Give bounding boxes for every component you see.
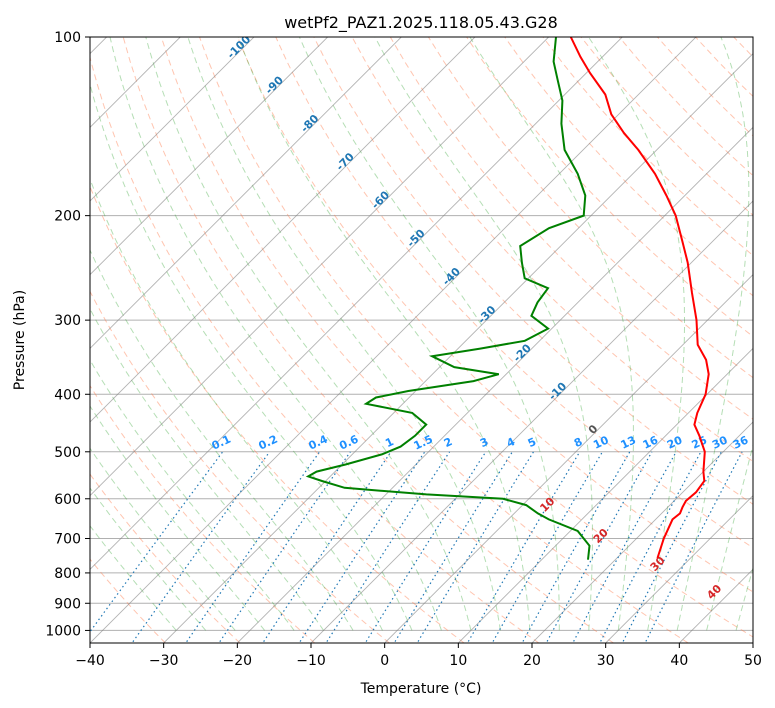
moist-adiabat-line [588, 37, 685, 631]
mixing-ratio-line [644, 451, 743, 643]
mixing-ratio-label: 30 [710, 433, 730, 451]
moist-adiabat-line [298, 37, 560, 631]
moist-adiabat-line [676, 37, 750, 631]
dry-adiabat-line [237, 37, 753, 593]
mixing-ratio-line [262, 451, 392, 643]
dry-adiabat-line [90, 384, 316, 643]
x-tick-label: 10 [449, 653, 467, 669]
mixing-ratio-line [521, 451, 631, 643]
dry-adiabat-line [351, 37, 753, 463]
x-tick-label: 0 [380, 653, 389, 669]
mixing-ratio-line [416, 451, 535, 643]
moist-adiabat-line [90, 359, 295, 631]
isotherm-line [90, 37, 623, 570]
moist-adiabat-line [706, 443, 753, 631]
moist-adiabat-line [374, 37, 593, 631]
isotherm-line [90, 37, 181, 128]
mixing-ratio-line [90, 451, 224, 633]
x-tick-label: −30 [149, 653, 179, 669]
moist-adiabat-line [109, 37, 442, 631]
y-tick-label: 200 [54, 209, 81, 225]
x-tick-label: 50 [744, 653, 762, 669]
isotherm-line [310, 200, 753, 643]
x-tick-label: −40 [75, 653, 105, 669]
y-tick-label: 600 [54, 492, 81, 508]
dry-adiabat-line [504, 37, 753, 297]
moist-adiabat-line [237, 37, 531, 631]
dry-adiabat-line [90, 290, 390, 643]
chart-title: wetPf2_PAZ1.2025.118.05.43.G28 [284, 13, 558, 33]
y-tick-label: 500 [54, 445, 81, 461]
mixing-ratio-line [491, 451, 604, 643]
mixing-ratio-label: 10 [591, 433, 611, 451]
moist-adiabat-line [187, 37, 501, 631]
background-grid [90, 37, 753, 643]
isotherm-line [605, 495, 753, 643]
moist-adiabat-line [90, 82, 413, 631]
mixing-ratio-label: 36 [731, 433, 751, 451]
isotherm-line [236, 126, 753, 643]
isotherm-line [384, 274, 753, 643]
isotherm-line [90, 37, 550, 497]
axes: −40 −30 −20 −10 0 10 20 30 40 50 1000 900 800 700 600 5… [45, 30, 762, 669]
x-tick-label: −20 [223, 653, 253, 669]
dry-adiabat-line [122, 37, 614, 643]
dry-adiabat-line [427, 37, 753, 379]
dry-adiabat-line [389, 37, 753, 420]
temperature-profile-line [569, 37, 710, 559]
dry-adiabat-line [313, 37, 753, 505]
moist-adiabat-line [90, 487, 207, 631]
dry-adiabat-line [90, 185, 465, 643]
moist-adiabat-line [145, 37, 472, 631]
x-axis-title: Temperature (°C) [360, 681, 482, 697]
moist-adiabat-line [735, 565, 753, 631]
y-tick-label: 800 [54, 566, 81, 582]
y-tick-label: 300 [54, 313, 81, 329]
dry-adiabat-line [275, 37, 753, 549]
dry-adiabat-line [466, 37, 753, 338]
x-tick-label: −10 [296, 653, 326, 669]
mixing-ratio-label: 16 [641, 433, 661, 451]
dry-adiabat-line [160, 37, 689, 643]
moist-adiabat-line [90, 525, 177, 631]
x-tick-label: 20 [523, 653, 541, 669]
isotherm-line [531, 421, 753, 643]
mixing-ratio-line [466, 451, 581, 643]
isotherm-line [90, 37, 329, 276]
dewpoint-profile-line [305, 37, 591, 560]
x-tick-label: 30 [597, 653, 615, 669]
isotherm-line [90, 37, 697, 643]
moist-adiabat-line [90, 248, 354, 631]
y-tick-label: 400 [54, 387, 81, 403]
mixing-ratio-label: 20 [665, 433, 685, 451]
isotherm-line [457, 347, 753, 643]
isotherm-line [90, 37, 255, 202]
mixing-ratio-line [393, 451, 513, 643]
mixing-ratio-line [218, 451, 351, 643]
mixing-ratio-line [298, 451, 426, 643]
y-tick-label: 1000 [45, 623, 81, 639]
plot-frame [89, 36, 754, 644]
y-tick-label: 700 [54, 532, 81, 548]
isotherm-line [163, 53, 753, 643]
y-axis-title: Pressure (hPa) [12, 290, 28, 390]
moist-adiabat-line [90, 307, 325, 631]
y-tick-label: 900 [54, 596, 81, 612]
moist-adiabat-line [90, 405, 265, 631]
mixing-ratio-label: 13 [619, 433, 638, 451]
x-tick-label: 40 [670, 653, 688, 669]
sounding-profiles [305, 37, 710, 560]
moist-adiabat-line [469, 37, 634, 631]
isotherm-line [90, 37, 402, 349]
mixing-ratio-line [325, 451, 451, 643]
y-tick-label: 100 [54, 30, 81, 46]
dry-adiabat-line [90, 473, 241, 643]
moist-adiabat-line [90, 447, 236, 631]
isotherm-line [90, 37, 476, 423]
